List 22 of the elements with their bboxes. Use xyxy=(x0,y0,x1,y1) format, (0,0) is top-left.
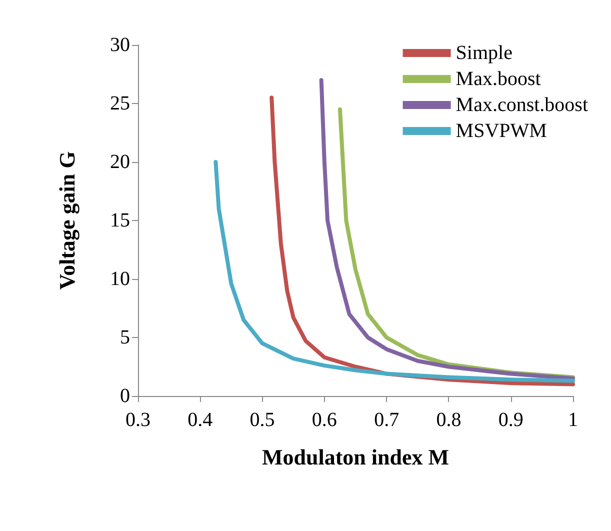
x-axis-title: Modulaton index M xyxy=(262,444,450,470)
y-tick-label: 30 xyxy=(110,34,130,56)
x-tick-label: 0.7 xyxy=(374,409,400,431)
y-tick-label: 0 xyxy=(120,385,130,407)
line-series xyxy=(214,160,575,383)
legend-label: MSVPWM xyxy=(456,120,548,142)
x-tick-label: 0.8 xyxy=(436,409,462,431)
y-tick-label: 20 xyxy=(110,151,130,173)
legend-label: Max.const.boost xyxy=(456,94,588,116)
x-tick-label: 0.9 xyxy=(498,409,524,431)
legend-label: Max.boost xyxy=(456,68,542,90)
y-tick-label: 10 xyxy=(110,268,130,290)
x-tick-label: 0.4 xyxy=(188,409,213,431)
y-tick-label: 15 xyxy=(110,210,130,232)
y-tick-label: 5 xyxy=(120,326,130,348)
x-tick-label: 0.5 xyxy=(250,409,275,431)
y-axis-title: Voltage gain G xyxy=(54,151,80,290)
y-tick-label: 25 xyxy=(110,92,130,114)
x-tick-label: 1 xyxy=(568,409,578,431)
x-tick-label: 0.3 xyxy=(126,409,150,431)
x-tick-label: 0.6 xyxy=(312,409,337,431)
legend-label: Simple xyxy=(456,42,513,64)
